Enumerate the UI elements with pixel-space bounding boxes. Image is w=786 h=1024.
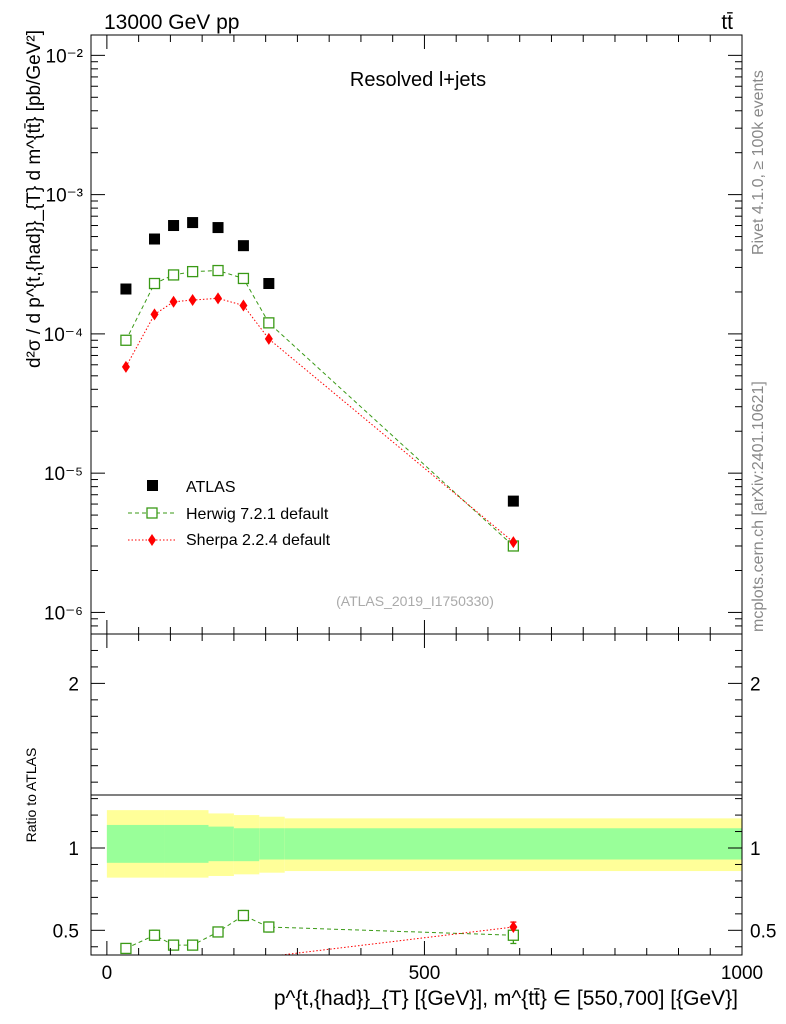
ratio-herwig-point — [212, 926, 224, 938]
atlas-point — [187, 217, 199, 229]
ratio-band-stat — [164, 824, 209, 863]
main-ytick-label: 10⁻⁶ — [44, 603, 83, 624]
mcplots-label: mcplots.cern.ch [arXiv:2401.10621] — [750, 381, 767, 632]
main-ytick-labels: 10⁻⁶ 10⁻⁵ 10⁻⁴ 10⁻³ 10⁻² — [44, 46, 83, 624]
legend: ATLAS Herwig 7.2.1 default Sherpa 2.2.4 … — [128, 479, 331, 549]
sherpa-line — [125, 297, 514, 543]
ratio-panel-frame — [90, 633, 743, 956]
ratio-band-stat — [208, 826, 234, 862]
atlas-point — [263, 278, 275, 290]
main-series — [120, 217, 520, 552]
ratio-herwig-point — [148, 929, 161, 941]
main-ytick-label: 10⁻⁵ — [44, 464, 83, 485]
legend-herwig-label: Herwig 7.2.1 default — [186, 506, 329, 523]
ratio-band-stat — [284, 828, 742, 860]
ratio-sherpa-line — [281, 926, 514, 956]
ratio-series — [120, 909, 520, 956]
legend-atlas-label: ATLAS — [186, 479, 236, 496]
sherpa-point — [121, 360, 130, 373]
ratio-ticks — [91, 634, 743, 955]
sherpa-point — [150, 308, 159, 321]
xtick-label: 500 — [409, 963, 441, 984]
main-panel: 10⁻⁶ 10⁻⁵ 10⁻⁴ 10⁻³ 10⁻² Resolved l+jets (AT… — [24, 30, 743, 635]
herwig-point — [263, 317, 275, 329]
ratio-band-stat — [233, 828, 260, 862]
x-axis-label: p^{t,{had}}_{T} [{GeV}], m^{tt̄} ∈ [550,… — [274, 987, 738, 1010]
analysis-watermark: (ATLAS_2019_I1750330) — [336, 593, 494, 609]
ratio-sherpa-point — [509, 921, 518, 934]
ratio-ytick-label-left: 1 — [68, 839, 79, 860]
ratio-ytick-label-right: 0.5 — [750, 921, 776, 942]
herwig-point — [148, 277, 161, 290]
main-title: Resolved l+jets — [350, 69, 486, 91]
atlas-point — [212, 222, 224, 234]
ratio-herwig-point — [167, 939, 180, 951]
ratio-ytick-label-right: 1 — [750, 839, 761, 860]
atlas-point — [237, 240, 249, 252]
atlas-point — [149, 233, 161, 245]
ratio-ytick-label-left: 2 — [68, 674, 79, 695]
xtick-label: 1000 — [721, 963, 763, 984]
legend-sherpa-marker — [148, 534, 156, 546]
ratio-panel: 0.5 0.5 1 1 2 2 0 500 1000 Ratio to ATLAS p^{t,{… — [23, 633, 777, 1010]
sherpa-point — [264, 332, 273, 345]
sherpa-point — [239, 299, 248, 312]
ratio-ytick-label-left: 0.5 — [53, 921, 79, 942]
ratio-uncertainty-bands — [106, 810, 742, 878]
sherpa-point — [188, 294, 197, 307]
herwig-point — [186, 265, 199, 278]
ratio-herwig-line — [125, 914, 514, 949]
sherpa-point — [509, 536, 518, 549]
legend-atlas-marker — [147, 480, 158, 491]
rivet-version-label: Rivet 4.1.0, ≥ 100k events — [750, 70, 767, 255]
ratio-herwig-point — [186, 939, 199, 951]
main-y-axis-label: d²σ / d p^{t,{had}}_{T} d m^{tt̄} [pb/Ge… — [24, 30, 45, 368]
atlas-point — [507, 495, 519, 507]
legend-herwig-marker — [146, 507, 158, 519]
ratio-y-axis-label: Ratio to ATLAS — [23, 748, 39, 843]
ratio-herwig-point — [237, 909, 250, 922]
main-ytick-label: 10⁻³ — [46, 186, 84, 207]
main-ytick-label: 10⁻⁴ — [44, 325, 83, 346]
ratio-herwig-point — [263, 921, 275, 933]
ratio-ytick-label-right: 2 — [750, 674, 761, 695]
herwig-point — [167, 269, 180, 281]
sherpa-point — [214, 292, 223, 305]
herwig-point — [212, 264, 224, 277]
main-ytick-label: 10⁻² — [46, 46, 84, 67]
herwig-point — [237, 272, 250, 285]
atlas-point — [168, 220, 180, 232]
herwig-point — [120, 334, 132, 346]
legend-sherpa-label: Sherpa 2.2.4 default — [186, 532, 331, 549]
ratio-herwig-point — [120, 942, 132, 955]
atlas-point — [120, 283, 132, 295]
xtick-label: 0 — [102, 963, 113, 984]
ratio-band-stat — [106, 824, 165, 863]
ratio-band-stat — [259, 828, 285, 860]
collision-label: 13000 GeV pp — [104, 11, 239, 34]
ratio-tick-labels: 0.5 0.5 1 1 2 2 0 500 1000 — [53, 674, 777, 984]
sherpa-point — [169, 295, 178, 308]
herwig-line — [125, 270, 514, 547]
process-label: tt̄ — [721, 11, 733, 34]
